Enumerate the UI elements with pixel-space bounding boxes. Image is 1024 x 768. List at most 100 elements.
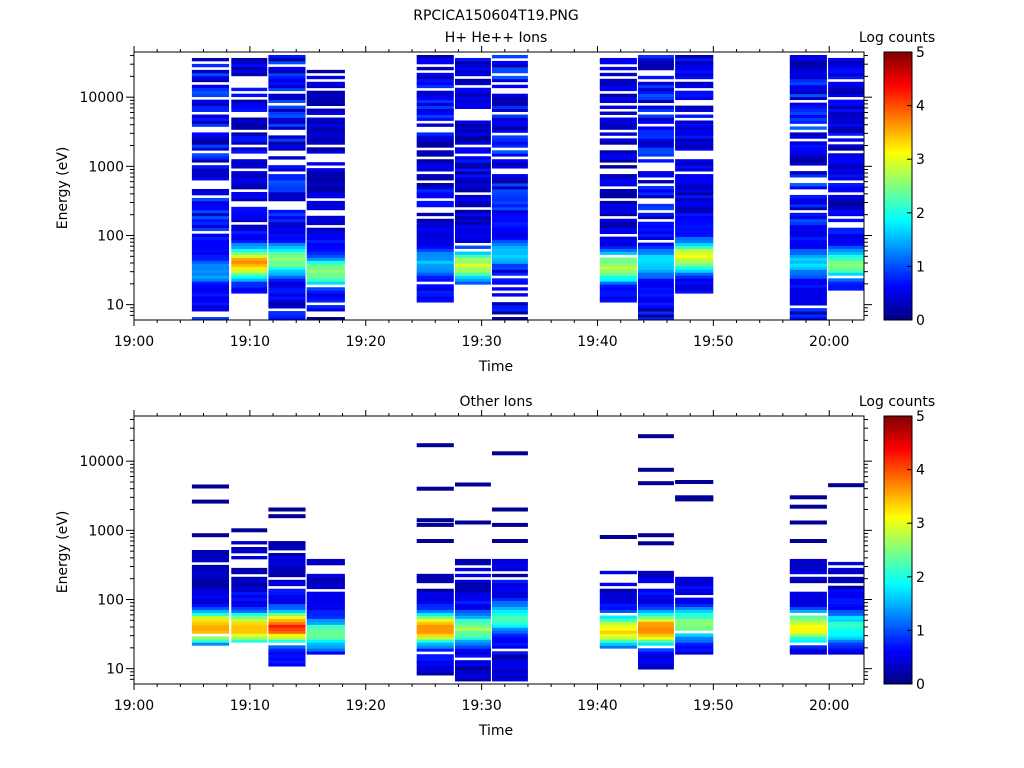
energy-bin: [191, 159, 229, 163]
energy-bin: [828, 138, 864, 142]
energy-bin: [789, 60, 827, 65]
energy-bin: [599, 251, 637, 255]
energy-bin: [675, 123, 714, 127]
energy-bin: [599, 81, 637, 86]
colorbar-step: [884, 196, 912, 200]
energy-bin: [492, 180, 528, 184]
energy-bin: [789, 561, 827, 566]
colorbar-step: [884, 517, 912, 521]
energy-bin: [675, 651, 714, 655]
colorbar-step: [884, 541, 912, 545]
energy-bin: [231, 630, 268, 634]
energy-bin: [638, 215, 674, 220]
colorbar-step: [884, 520, 912, 524]
energy-bin: [828, 144, 864, 148]
energy-bin: [191, 272, 229, 276]
energy-bin: [416, 257, 454, 261]
energy-bin: [231, 123, 268, 127]
energy-bin: [268, 302, 306, 306]
colorbar-step: [884, 523, 912, 527]
energy-bin: [455, 105, 491, 109]
spectrum-column: [638, 434, 674, 670]
colorbar-step: [884, 418, 912, 422]
sparse-bin: [492, 539, 528, 543]
energy-bin: [268, 66, 306, 71]
energy-bin: [638, 636, 674, 640]
energy-bin: [828, 114, 864, 118]
energy-bin: [828, 200, 864, 205]
colorbar-step: [884, 622, 912, 626]
energy-bin: [789, 132, 827, 136]
colorbar-step: [884, 124, 912, 128]
colorbar-label-h-he: Log counts: [859, 30, 935, 46]
energy-bin: [306, 254, 345, 258]
energy-bin: [675, 624, 714, 628]
energy-bin: [675, 138, 714, 142]
energy-bin: [268, 305, 306, 309]
energy-bin: [191, 621, 229, 625]
energy-bin: [268, 99, 306, 104]
energy-bin: [675, 612, 714, 616]
energy-bin: [638, 54, 674, 59]
energy-bin: [191, 254, 229, 258]
energy-bin: [675, 162, 714, 166]
colorbar-step: [884, 202, 912, 206]
sparse-bin: [416, 539, 454, 543]
energy-bin: [455, 579, 491, 584]
energy-bin: [789, 630, 827, 634]
energy-bin: [268, 630, 306, 634]
energy-bin: [416, 194, 454, 199]
energy-bin: [231, 141, 268, 145]
energy-bin: [191, 209, 229, 214]
energy-bin: [455, 212, 491, 217]
energy-bin: [416, 159, 454, 163]
energy-bin: [599, 132, 637, 136]
colorbar-step: [884, 164, 912, 168]
energy-bin: [675, 585, 714, 590]
colorbar-step: [884, 298, 912, 302]
energy-bin: [191, 639, 229, 643]
energy-bin: [231, 618, 268, 622]
energy-bin: [828, 585, 864, 590]
energy-bin: [268, 639, 306, 643]
energy-bin: [638, 594, 674, 599]
energy-bin: [789, 218, 827, 223]
spectrum-column: [191, 484, 229, 646]
energy-bin: [455, 663, 491, 667]
energy-bin: [789, 78, 827, 83]
colorbar-step: [884, 566, 912, 570]
energy-bin: [492, 120, 528, 124]
energy-bin: [599, 180, 637, 184]
energy-bin: [675, 221, 714, 226]
energy-bin: [306, 117, 345, 121]
energy-bin: [306, 215, 345, 220]
energy-bin: [638, 63, 674, 68]
energy-bin: [599, 600, 637, 604]
energy-bin: [455, 177, 491, 181]
colorbar-step: [884, 100, 912, 104]
energy-bin: [416, 639, 454, 643]
energy-bin: [306, 281, 345, 285]
energy-bin: [638, 99, 674, 104]
energy-bin: [268, 284, 306, 288]
energy-bin: [268, 627, 306, 631]
energy-bin: [191, 132, 229, 136]
energy-bin: [306, 191, 345, 196]
energy-bin: [306, 168, 345, 172]
energy-bin: [828, 111, 864, 115]
energy-bin: [268, 645, 306, 649]
colorbar-step: [884, 574, 912, 578]
colorbar-step: [884, 571, 912, 575]
energy-bin: [675, 600, 714, 604]
energy-bin: [455, 654, 491, 658]
energy-bin: [231, 63, 268, 68]
energy-bin: [231, 576, 268, 581]
energy-bin: [416, 186, 454, 190]
energy-bin: [675, 636, 714, 640]
energy-bin: [492, 108, 528, 112]
energy-bin: [268, 588, 306, 593]
energy-bin: [828, 621, 864, 625]
energy-bin: [828, 630, 864, 634]
energy-bin: [231, 281, 268, 285]
energy-bin: [599, 591, 637, 596]
